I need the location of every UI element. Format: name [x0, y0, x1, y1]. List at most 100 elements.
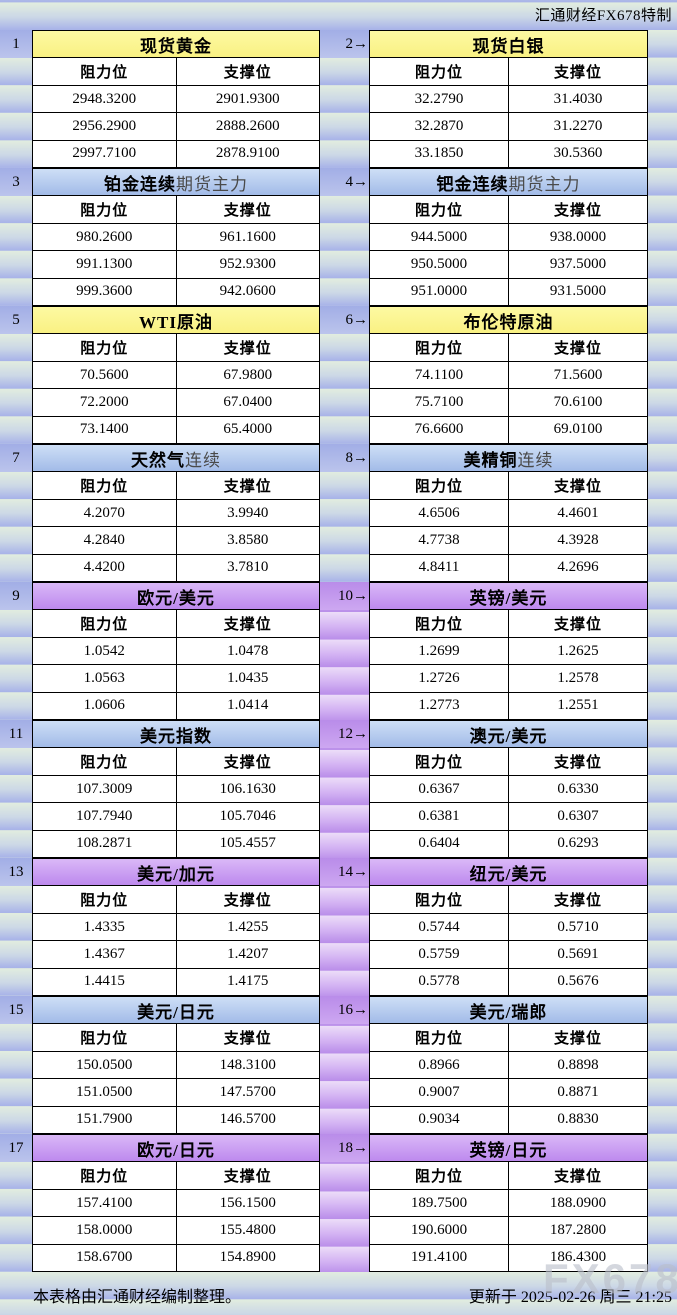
- panel-title-main: 英镑/美元: [469, 588, 548, 608]
- panel-title: 美元/加元: [33, 859, 319, 886]
- support-column-header: 支撑位: [508, 1162, 647, 1189]
- resistance-value: 1.2773: [418, 697, 460, 714]
- resistance-value: 4.2840: [83, 531, 125, 548]
- panel-title: 欧元/日元: [33, 1135, 319, 1162]
- resistance-column-header: 阻力位: [414, 65, 463, 82]
- data-row: 158.0000 155.4800: [33, 1216, 320, 1244]
- column-header-row: 阻力位 支撑位: [33, 885, 319, 913]
- support-value: 937.5000: [508, 251, 647, 278]
- resistance-value: 999.3600: [76, 283, 133, 300]
- panel-title-main: WTI原油: [139, 312, 213, 332]
- panel-title: 澳元/美元: [370, 721, 647, 748]
- column-header-row: 阻力位 支撑位: [33, 195, 319, 223]
- support-value: 3.7810: [175, 554, 320, 582]
- support-column-header: 支撑位: [175, 472, 320, 499]
- data-row: 76.6600 69.0100: [370, 415, 647, 444]
- resistance-value: 1.2726: [418, 669, 460, 686]
- instrument-panel: 16→ 美元/瑞郎 阻力位 支撑位 0.8966 0.8898 0.9007 0.88…: [320, 996, 648, 1134]
- panel-title-main: 布伦特原油: [463, 312, 554, 332]
- column-header-row: 阻力位 支撑位: [370, 195, 647, 223]
- resistance-column-header: 阻力位: [414, 203, 463, 220]
- data-row: 151.7900 146.5700: [33, 1105, 319, 1134]
- resistance-value: 0.5759: [418, 945, 460, 962]
- support-value: 1.4207: [175, 941, 320, 968]
- panel-title-main: 美元指数: [140, 726, 212, 746]
- credit-text: 汇通财经FX678特制: [534, 8, 672, 24]
- support-value: 4.2696: [508, 554, 647, 582]
- data-row: 944.5000 938.0000: [370, 222, 647, 251]
- resistance-value: 0.8966: [418, 1056, 460, 1073]
- support-value: 1.0478: [175, 637, 320, 665]
- data-row: 0.5759 0.5691: [370, 940, 647, 968]
- support-value: 1.2625: [508, 637, 647, 665]
- column-header-row: 阻力位 支撑位: [33, 1161, 319, 1189]
- support-value: 0.8898: [508, 1051, 647, 1079]
- panel-number-label: 18→: [320, 1134, 369, 1162]
- data-row: 950.5000 937.5000: [370, 250, 647, 278]
- data-row: 999.3600 942.0600: [33, 277, 319, 306]
- resistance-value: 0.6404: [418, 835, 460, 852]
- resistance-value: 0.9034: [418, 1111, 460, 1128]
- support-value: 931.5000: [508, 278, 647, 306]
- support-value: 70.6100: [508, 389, 647, 416]
- panel-title: 现货白银: [370, 31, 647, 58]
- resistance-column-header: 阻力位: [80, 893, 129, 910]
- column-header-row: 阻力位 支撑位: [370, 471, 647, 499]
- panel-title-main: 美精铜: [463, 450, 518, 470]
- resistance-column-header: 阻力位: [414, 1169, 463, 1186]
- data-row: 190.6000 187.2800: [370, 1216, 647, 1244]
- resistance-value: 73.1400: [79, 421, 129, 438]
- resistance-column-header: 阻力位: [80, 341, 129, 358]
- resistance-value: 2948.3200: [72, 90, 137, 107]
- panel-title: 钯金连续 期货主力: [370, 169, 647, 196]
- panel-number-label: 7: [0, 444, 32, 472]
- panel-title-main: 欧元/美元: [137, 588, 215, 608]
- resistance-value: 4.2070: [83, 504, 125, 521]
- data-row: 73.1400 65.4000: [33, 415, 319, 444]
- data-row: 0.6404 0.6293: [370, 829, 647, 858]
- data-row: 0.8966 0.8898: [370, 1050, 647, 1079]
- resistance-value: 0.9007: [418, 1083, 460, 1100]
- data-row: 0.9007 0.8871: [370, 1078, 647, 1106]
- panel-title-main: 现货黄金: [140, 36, 212, 56]
- resistance-value: 944.5000: [410, 228, 468, 245]
- data-row: 108.2871 105.4557: [33, 829, 319, 858]
- resistance-value: 951.0000: [410, 283, 468, 300]
- panel-title-main: 美元/加元: [137, 864, 215, 884]
- resistance-column-header: 阻力位: [414, 755, 463, 772]
- resistance-value: 2956.2900: [72, 117, 137, 134]
- data-row: 150.0500 148.3100: [33, 1050, 319, 1079]
- instrument-panel: 12→ 澳元/美元 阻力位 支撑位 0.6367 0.6330 0.6381 0.63…: [320, 720, 648, 858]
- panel-title-main: 英镑/日元: [469, 1140, 548, 1160]
- support-column-header: 支撑位: [175, 748, 320, 775]
- instrument-panel: 2→ 现货白银 阻力位 支撑位 32.2790 31.4030 32.2870 31.…: [320, 30, 648, 168]
- panel-title-suffix: 期货主力: [176, 174, 248, 194]
- support-column-header: 支撑位: [508, 334, 647, 361]
- support-value: 30.5360: [508, 140, 647, 168]
- footer-source-note: 本表格由汇通财经编制整理。: [33, 1289, 242, 1306]
- data-row: 4.2070 3.9940: [33, 498, 319, 527]
- resistance-value: 1.0606: [83, 697, 125, 714]
- data-row: 0.9034 0.8830: [370, 1105, 647, 1134]
- panel-title-main: 澳元/美元: [469, 726, 548, 746]
- panel-title-main: 铂金连续: [104, 174, 176, 194]
- resistance-column-header: 阻力位: [80, 1031, 129, 1048]
- panel-number-label: 5: [0, 306, 32, 334]
- resistance-value: 0.5778: [418, 973, 460, 990]
- support-value: 69.0100: [508, 416, 647, 444]
- resistance-value: 1.4335: [83, 918, 125, 935]
- support-column-header: 支撑位: [508, 58, 647, 85]
- column-header-row: 阻力位 支撑位: [33, 609, 319, 637]
- resistance-column-header: 阻力位: [80, 479, 129, 496]
- resistance-value: 4.4200: [83, 559, 125, 576]
- column-header-row: 阻力位 支撑位: [33, 747, 320, 775]
- fx678-watermark: FX678: [543, 1255, 677, 1302]
- panel-number-label: 9: [0, 582, 32, 610]
- support-value: 155.4800: [175, 1217, 320, 1244]
- data-row: 189.7500 188.0900: [370, 1188, 647, 1217]
- data-row: 74.1100 71.5600: [370, 360, 647, 389]
- data-row: 0.6367 0.6330: [370, 774, 647, 803]
- data-row: 980.2600 961.1600: [33, 222, 319, 251]
- resistance-column-header: 阻力位: [80, 617, 129, 634]
- resistance-value: 1.0542: [83, 642, 125, 659]
